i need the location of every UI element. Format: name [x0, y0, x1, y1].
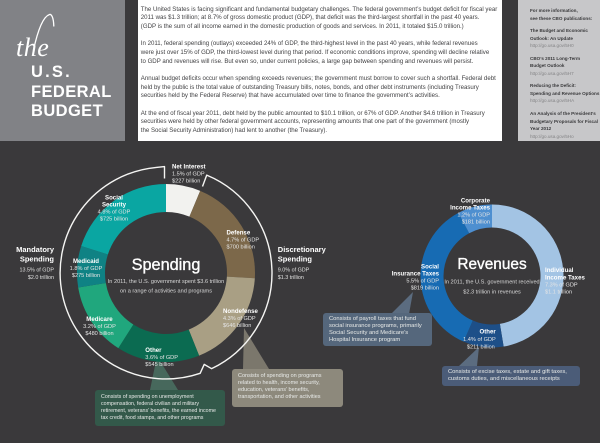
svg-text:1.4% of GDP: 1.4% of GDP [463, 337, 496, 343]
svg-text:Spending: Spending [20, 255, 55, 264]
svg-text:$646 billion: $646 billion [223, 323, 251, 329]
svg-text:$181 billion: $181 billion [462, 219, 490, 225]
svg-text:$1.1 trillion: $1.1 trillion [545, 290, 572, 296]
svg-text:on a range of activities and p: on a range of activities and programs [120, 288, 212, 294]
svg-text:$480 billion: $480 billion [85, 331, 113, 337]
svg-text:Spending: Spending [132, 256, 201, 274]
svg-text:$819 billion: $819 billion [411, 285, 439, 291]
svg-text:5.5% of GDP: 5.5% of GDP [406, 279, 439, 285]
svg-text:Spending: Spending [278, 255, 313, 264]
svg-text:$2.3 trillion in revenues: $2.3 trillion in revenues [463, 290, 521, 296]
svg-text:Other: Other [480, 329, 497, 336]
svg-text:Net Interest: Net Interest [172, 164, 206, 171]
svg-text:1.2% of GDP: 1.2% of GDP [457, 212, 490, 218]
svg-text:Social: Social [105, 195, 123, 202]
svg-text:$725 billion: $725 billion [100, 217, 128, 223]
svg-text:$1.3 trillion: $1.3 trillion [278, 275, 304, 281]
svg-text:$275 billion: $275 billion [72, 273, 100, 279]
svg-text:Individual: Individual [545, 267, 574, 274]
svg-text:9.0% of GDP: 9.0% of GDP [278, 268, 310, 274]
svg-text:$2.0 trillion: $2.0 trillion [28, 275, 54, 281]
svg-text:13.5% of GDP: 13.5% of GDP [20, 268, 55, 274]
svg-text:7.3% of GDP: 7.3% of GDP [545, 283, 578, 289]
svg-text:Defense: Defense [227, 229, 251, 236]
svg-text:Corporate: Corporate [461, 197, 491, 204]
svg-text:4.3% of GDP: 4.3% of GDP [223, 316, 256, 322]
svg-text:Social: Social [421, 264, 439, 271]
svg-text:$227 billion: $227 billion [172, 179, 200, 185]
svg-text:1.8% of GDP: 1.8% of GDP [70, 266, 103, 272]
svg-text:In 2011, the U.S. government s: In 2011, the U.S. government spent $3.6 … [108, 279, 225, 285]
svg-text:4.8% of GDP: 4.8% of GDP [98, 210, 131, 216]
svg-text:3.2% of GDP: 3.2% of GDP [83, 324, 116, 330]
svg-text:In 2011, the U.S. government r: In 2011, the U.S. government received [444, 280, 539, 286]
svg-text:Discretionary: Discretionary [278, 245, 327, 254]
svg-text:4.7% of GDP: 4.7% of GDP [227, 237, 260, 243]
svg-text:1.5% of GDP: 1.5% of GDP [172, 172, 205, 178]
svg-text:$211 billion: $211 billion [467, 345, 495, 351]
svg-text:3.6% of GDP: 3.6% of GDP [145, 355, 178, 361]
svg-text:$700 billion: $700 billion [227, 244, 255, 250]
svg-text:$545 billion: $545 billion [145, 362, 173, 368]
svg-text:Security: Security [102, 202, 127, 209]
svg-text:Income Taxes: Income Taxes [450, 204, 490, 211]
svg-text:Other: Other [145, 347, 162, 354]
svg-text:Medicare: Medicare [86, 316, 113, 323]
svg-text:Income Taxes: Income Taxes [545, 275, 585, 282]
svg-text:Revenues: Revenues [457, 256, 527, 273]
svg-text:Mandatory: Mandatory [16, 245, 55, 254]
svg-text:Nondefense: Nondefense [223, 308, 258, 315]
svg-text:Insurance Taxes: Insurance Taxes [392, 271, 440, 278]
svg-text:Medicaid: Medicaid [73, 258, 99, 265]
